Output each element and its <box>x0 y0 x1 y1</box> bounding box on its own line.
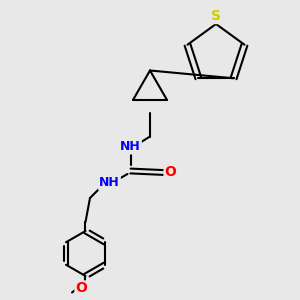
Text: NH: NH <box>120 140 141 154</box>
Text: NH: NH <box>99 176 120 190</box>
Text: O: O <box>75 281 87 295</box>
Text: O: O <box>164 166 176 179</box>
Text: S: S <box>211 10 221 23</box>
